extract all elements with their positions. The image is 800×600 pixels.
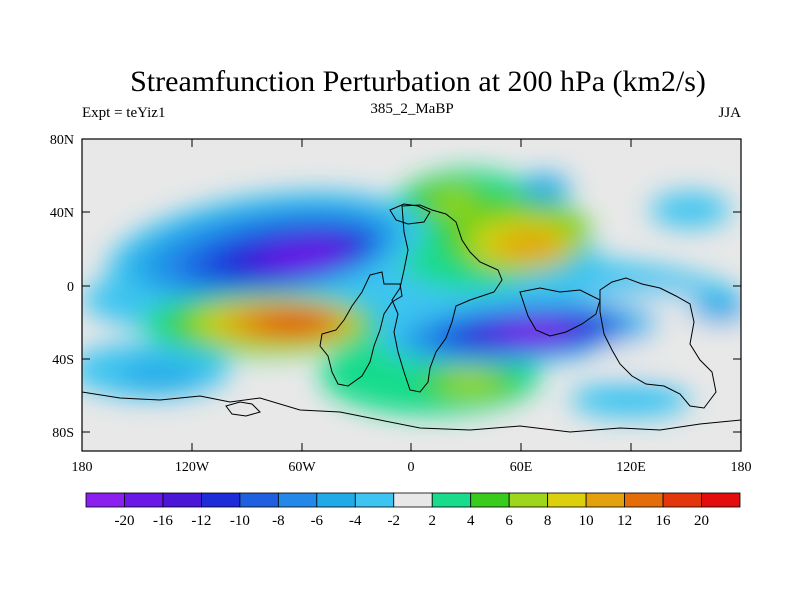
coastline-north-atlantic (389, 203, 431, 225)
x-tick-label: 180 (72, 460, 93, 475)
colorbar-label: -4 (349, 513, 362, 529)
colorbar-swatch (85, 492, 125, 508)
left-label: Expt = teYiz1 (82, 105, 165, 121)
x-tick-marks (81, 139, 742, 451)
colorbar-label: -2 (388, 513, 401, 529)
colorbar-swatch (162, 492, 202, 508)
y-tick-marks (82, 138, 741, 433)
colorbar-label: -10 (230, 513, 250, 529)
chart-title: Streamfunction Perturbation at 200 hPa (… (130, 65, 706, 98)
contour-blob (520, 174, 570, 202)
colorbar-swatch (624, 492, 664, 508)
contour-blob (261, 313, 329, 333)
contour-blobs (82, 170, 741, 418)
colorbar-swatch (701, 492, 741, 508)
colorbar: -20 -16 -12 -10 -8 -6 -4 -2 2 4 6 8 10 12 16 20 (85, 492, 741, 529)
y-tick-label: 80N (50, 133, 74, 148)
y-tick-label: 80S (52, 426, 74, 441)
colorbar-label: 12 (617, 513, 632, 529)
x-tick-label: 120E (616, 460, 646, 475)
x-tick-label: 60E (510, 460, 533, 475)
contour-blob (690, 296, 741, 324)
colorbar-swatch (431, 492, 472, 508)
colorbar-swatch (585, 492, 625, 508)
colorbar-swatch (316, 492, 356, 508)
coastline-south-atlantic-islands (225, 401, 261, 417)
colorbar-swatch (124, 492, 164, 508)
colorbar-label: 8 (544, 513, 552, 529)
colorbar-swatch (393, 492, 433, 508)
contour-blob (570, 382, 690, 418)
coastline-australia (599, 277, 717, 409)
y-tick-label: 40S (52, 353, 74, 368)
coastline-asia-islands (519, 287, 601, 337)
contour-blob (438, 370, 502, 394)
colorbar-label: 20 (694, 513, 709, 529)
y-tick-label: 0 (67, 280, 74, 295)
colorbar-label: -8 (272, 513, 285, 529)
colorbar-label: 4 (467, 513, 475, 529)
colorbar-label: 6 (505, 513, 513, 529)
contour-blob (120, 361, 200, 389)
colorbar-swatch (547, 492, 587, 508)
right-label: JJA (718, 105, 741, 121)
coastline-south-america (319, 271, 403, 387)
colorbar-label: -6 (311, 513, 324, 529)
x-axis-labels: 180 120W 60W 0 60E 120E 180 (72, 460, 752, 475)
x-tick-label: 60W (288, 460, 316, 475)
colorbar-swatch (662, 492, 702, 508)
colorbar-swatch (354, 492, 395, 508)
colorbar-swatch (277, 492, 318, 508)
coastlines (82, 203, 741, 451)
coastline-africa (391, 204, 503, 393)
x-tick-label: 0 (408, 460, 415, 475)
contour-blob (265, 242, 345, 272)
contour-blob (600, 341, 680, 369)
contour-blob (650, 192, 730, 228)
colorbar-label: -20 (114, 513, 134, 529)
colorbar-swatch (201, 492, 241, 508)
y-tick-label: 40N (50, 206, 74, 221)
colorbar-label: -12 (191, 513, 211, 529)
colorbar-label: 16 (656, 513, 672, 529)
x-tick-label: 120W (175, 460, 210, 475)
contour-fill (82, 170, 741, 418)
colorbar-swatch (470, 492, 510, 508)
colorbar-label: 10 (579, 513, 594, 529)
colorbar-swatch (508, 492, 549, 508)
colorbar-label: 2 (428, 513, 436, 529)
center-label: 385_2_MaBP (370, 101, 453, 117)
coastline-antarctica (82, 391, 741, 451)
colorbar-swatch (239, 492, 279, 508)
colorbar-label: -16 (153, 513, 173, 529)
x-tick-label: 180 (731, 460, 752, 475)
contour-blob (496, 231, 564, 259)
map-panel (81, 138, 742, 452)
y-axis-labels: 80N 40N 0 40S 80S (50, 133, 74, 441)
contour-blob (507, 324, 563, 342)
contour-blob (431, 192, 479, 216)
